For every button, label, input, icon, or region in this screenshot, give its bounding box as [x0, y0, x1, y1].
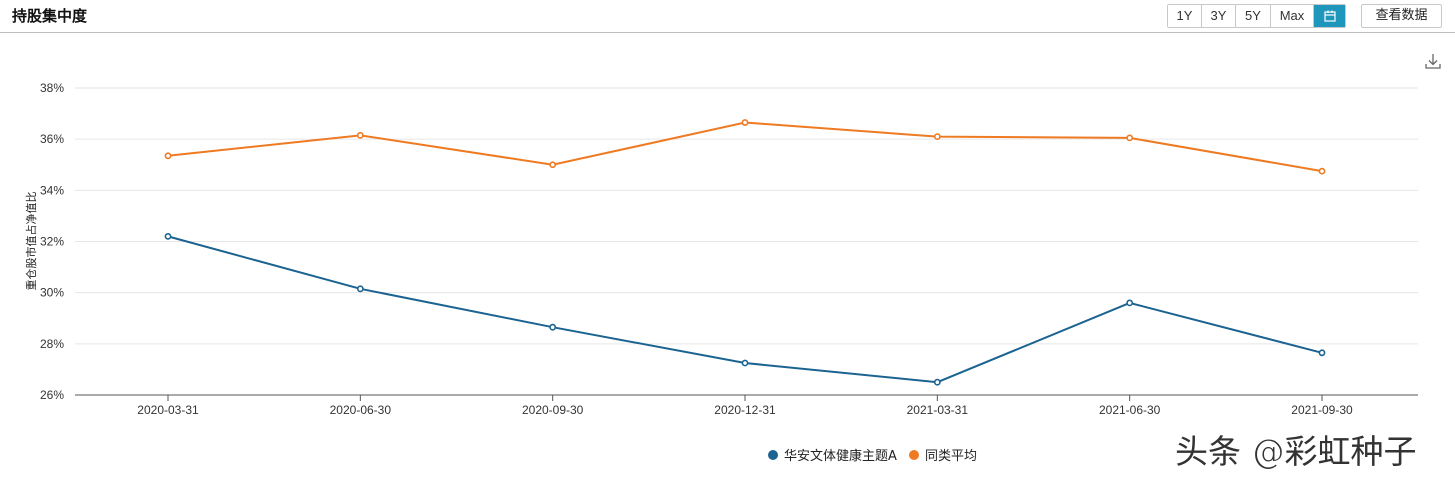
y-axis-label: 重仓股市值占净值比: [24, 192, 38, 291]
time-range-selector: 1Y 3Y 5Y Max: [1167, 4, 1346, 28]
calendar-button[interactable]: [1314, 5, 1345, 27]
y-tick-label: 28%: [40, 337, 64, 351]
data-point-fund: [1126, 299, 1134, 307]
view-data-button[interactable]: 查看数据: [1361, 4, 1442, 28]
data-point-peer-average: [933, 133, 941, 141]
data-point-fund: [741, 359, 749, 367]
range-max-button[interactable]: Max: [1271, 5, 1314, 27]
legend-label-fund: 华安文体健康主题A: [784, 449, 897, 464]
data-point-fund: [356, 285, 364, 293]
data-point-peer-average: [164, 152, 172, 160]
data-point-fund: [1318, 349, 1326, 357]
x-tick-label: 2021-06-30: [1099, 403, 1161, 417]
y-tick-label: 26%: [40, 388, 64, 402]
chart-header: 持股集中度 1Y 3Y 5Y Max 查看数据: [0, 0, 1455, 33]
y-tick-label: 38%: [40, 81, 64, 95]
data-point-peer-average: [1126, 134, 1134, 142]
data-point-fund: [164, 232, 172, 240]
legend-label-peer-average: 同类平均: [924, 449, 977, 464]
data-point-peer-average: [741, 119, 749, 126]
range-1y-button[interactable]: 1Y: [1168, 5, 1202, 27]
range-3y-button[interactable]: 3Y: [1202, 5, 1236, 27]
chart-legend: 华安文体健康主题A 同类平均: [0, 445, 1455, 464]
watermark: 头条 @彩虹种子: [1175, 432, 1417, 471]
y-tick-label: 30%: [40, 286, 64, 300]
x-tick-label: 2021-03-31: [907, 403, 969, 417]
data-point-fund: [549, 323, 557, 331]
x-tick-label: 2020-09-30: [522, 403, 584, 417]
y-tick-label: 34%: [40, 183, 64, 197]
y-tick-label: 32%: [40, 235, 64, 249]
download-icon: [1425, 54, 1441, 69]
legend-item-fund[interactable]: 华安文体健康主题A: [478, 445, 897, 464]
x-tick-label: 2021-09-30: [1291, 403, 1353, 417]
data-point-peer-average: [549, 161, 557, 169]
legend-item-peer-average[interactable]: 同类平均: [908, 445, 977, 464]
chart-title: 持股集中度: [12, 7, 88, 25]
x-tick-label: 2020-12-31: [714, 403, 776, 417]
range-5y-button[interactable]: 5Y: [1236, 5, 1271, 27]
legend-marker-fund: [768, 449, 779, 460]
download-button[interactable]: [1424, 52, 1442, 70]
data-point-peer-average: [356, 131, 364, 139]
calendar-icon: [1323, 10, 1336, 22]
data-point-peer-average: [1318, 167, 1326, 175]
legend-marker-peer-average: [908, 449, 919, 460]
series-line-peer-average: [167, 121, 1323, 173]
x-tick-label: 2020-06-30: [330, 403, 392, 417]
line-chart: 26% 28% 30% 32% 34% 36% 38% 2020-03-31 2020-06-3…: [24, 81, 1418, 417]
x-tick-label: 2020-03-31: [137, 403, 199, 417]
y-tick-label: 36%: [40, 132, 64, 146]
data-point-fund: [933, 378, 941, 386]
